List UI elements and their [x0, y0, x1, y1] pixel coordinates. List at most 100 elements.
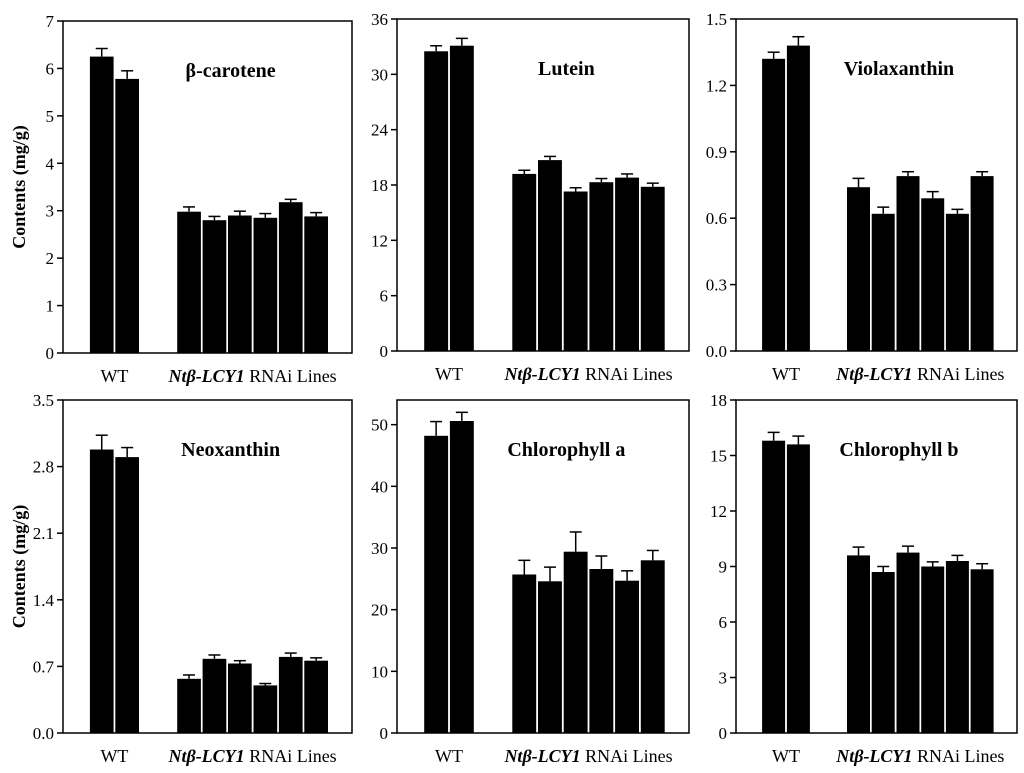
y-tick-label: 6 — [719, 613, 728, 632]
y-tick-label: 3 — [719, 669, 728, 688]
chart-title: Lutein — [538, 58, 595, 80]
bar-6 — [945, 561, 969, 733]
bar-6 — [945, 213, 969, 351]
chart-panel-4: 0 10 20 30 40 50 Chlorophyll a WT Ntβ-LCY1 RNAi … — [371, 399, 690, 766]
y-tick-label: 0.7 — [33, 657, 55, 676]
bar-7 — [304, 216, 328, 353]
y-tick-label: 20 — [371, 601, 388, 620]
x-label-lines-gene: Ntβ-LCY1 — [167, 366, 244, 386]
x-label-lines-gene: Ntβ-LCY1 — [835, 364, 912, 384]
y-axis-label: Contents (mg/g) — [9, 125, 30, 249]
y-tick-label: 12 — [371, 231, 388, 250]
bar-4 — [563, 551, 588, 733]
x-label-lines: Ntβ-LCY1 RNAi Lines — [503, 746, 672, 766]
y-tick-label: 24 — [371, 121, 389, 140]
chart-title: Chlorophyll b — [839, 439, 958, 461]
bar-2 — [847, 187, 870, 351]
bar-7 — [970, 569, 994, 733]
y-tick-label: 0 — [46, 344, 55, 363]
bar-6 — [278, 656, 303, 733]
bar-2 — [177, 678, 201, 733]
bar-2 — [512, 574, 537, 733]
plot-frame — [62, 20, 353, 354]
bar-3 — [871, 213, 895, 351]
chart-panel-3: 0.0 0.7 1.4 2.1 2.8 3.5 Neoxanthin WT Ntβ-LCY1 R… — [9, 391, 353, 766]
bar-3 — [538, 160, 562, 351]
y-tick-label: 12 — [710, 502, 727, 521]
x-label-lines: Ntβ-LCY1 RNAi Lines — [835, 746, 1004, 766]
bar-4 — [896, 176, 920, 351]
bar-4 — [896, 552, 920, 733]
x-label-lines-rest: RNAi Lines — [912, 364, 1004, 384]
y-tick-label: 30 — [371, 539, 388, 558]
bar-5 — [253, 217, 278, 353]
bar-6 — [278, 202, 303, 353]
x-label-lines-gene: Ntβ-LCY1 — [503, 364, 580, 384]
y-tick-label: 0.9 — [706, 143, 727, 162]
y-tick-label: 0 — [380, 342, 389, 361]
x-label-lines: Ntβ-LCY1 RNAi Lines — [503, 364, 672, 384]
y-tick-label: 6 — [46, 59, 55, 78]
y-tick-label: 15 — [710, 447, 727, 466]
bar-2 — [847, 555, 870, 733]
bar-6 — [615, 580, 639, 733]
chart-title: Violaxanthin — [844, 58, 954, 80]
bar-3 — [202, 220, 227, 353]
x-label-wt: WT — [772, 364, 800, 384]
y-tick-label: 1.2 — [706, 76, 727, 95]
y-tick-label: 0.3 — [706, 276, 727, 295]
chart-title: Neoxanthin — [181, 439, 280, 461]
chart-panel-5: 0 3 6 9 12 15 18 Chlorophyll b WT Ntβ-LCY1 RNAi L… — [710, 391, 1018, 766]
y-tick-label: 2.8 — [33, 458, 54, 477]
bar-7 — [970, 176, 994, 351]
y-tick-label: 9 — [719, 558, 728, 577]
y-tick-label: 36 — [371, 10, 388, 29]
bar-4 — [228, 215, 252, 353]
y-tick-label: 7 — [46, 12, 55, 31]
x-label-wt: WT — [435, 746, 463, 766]
y-axis-label: Contents (mg/g) — [9, 505, 30, 629]
chart-panel-2: 0.0 0.3 0.6 0.9 1.2 1.5 Violaxanthin WT Ntβ-LCY1… — [706, 10, 1018, 384]
x-label-lines-rest: RNAi Lines — [245, 366, 337, 386]
y-tick-label: 30 — [371, 65, 388, 84]
bar-5 — [589, 182, 614, 351]
bar-4 — [228, 663, 252, 733]
plot-frame — [735, 18, 1018, 352]
chart-title: Chlorophyll a — [507, 439, 625, 461]
bar-1 — [786, 45, 810, 351]
x-label-wt: WT — [100, 366, 128, 386]
y-tick-label: 0.0 — [706, 342, 727, 361]
bar-5 — [921, 566, 945, 733]
plot-frame — [396, 399, 690, 734]
y-tick-label: 40 — [371, 477, 388, 496]
bar-5 — [921, 198, 945, 351]
y-tick-label: 18 — [710, 391, 727, 410]
bar-0 — [89, 56, 114, 353]
x-label-wt: WT — [435, 364, 463, 384]
chart-panel-0: 0 1 2 3 4 5 6 7 β-carotene WT Ntβ-LCY1 RNAi Lines C… — [9, 12, 353, 386]
chart-title: β-carotene — [186, 60, 276, 82]
y-tick-label: 3 — [46, 202, 55, 221]
y-tick-label: 18 — [371, 176, 388, 195]
y-tick-label: 10 — [371, 662, 388, 681]
bar-3 — [538, 581, 562, 733]
bar-3 — [202, 658, 227, 733]
x-label-wt: WT — [100, 746, 128, 766]
y-tick-label: 5 — [46, 107, 55, 126]
x-label-lines-gene: Ntβ-LCY1 — [167, 746, 244, 766]
y-tick-label: 1.5 — [706, 10, 727, 29]
bar-4 — [563, 191, 588, 351]
x-label-lines-rest: RNAi Lines — [581, 746, 673, 766]
bar-1 — [115, 457, 139, 733]
plot-frame — [62, 399, 353, 734]
x-label-wt: WT — [772, 746, 800, 766]
bar-1 — [115, 78, 139, 354]
bar-0 — [762, 440, 786, 733]
bar-5 — [253, 685, 278, 733]
y-tick-label: 2 — [46, 249, 55, 268]
x-label-lines: Ntβ-LCY1 RNAi Lines — [167, 746, 336, 766]
y-tick-label: 50 — [371, 416, 388, 435]
y-tick-label: 0.0 — [33, 724, 54, 743]
bar-0 — [89, 449, 114, 733]
